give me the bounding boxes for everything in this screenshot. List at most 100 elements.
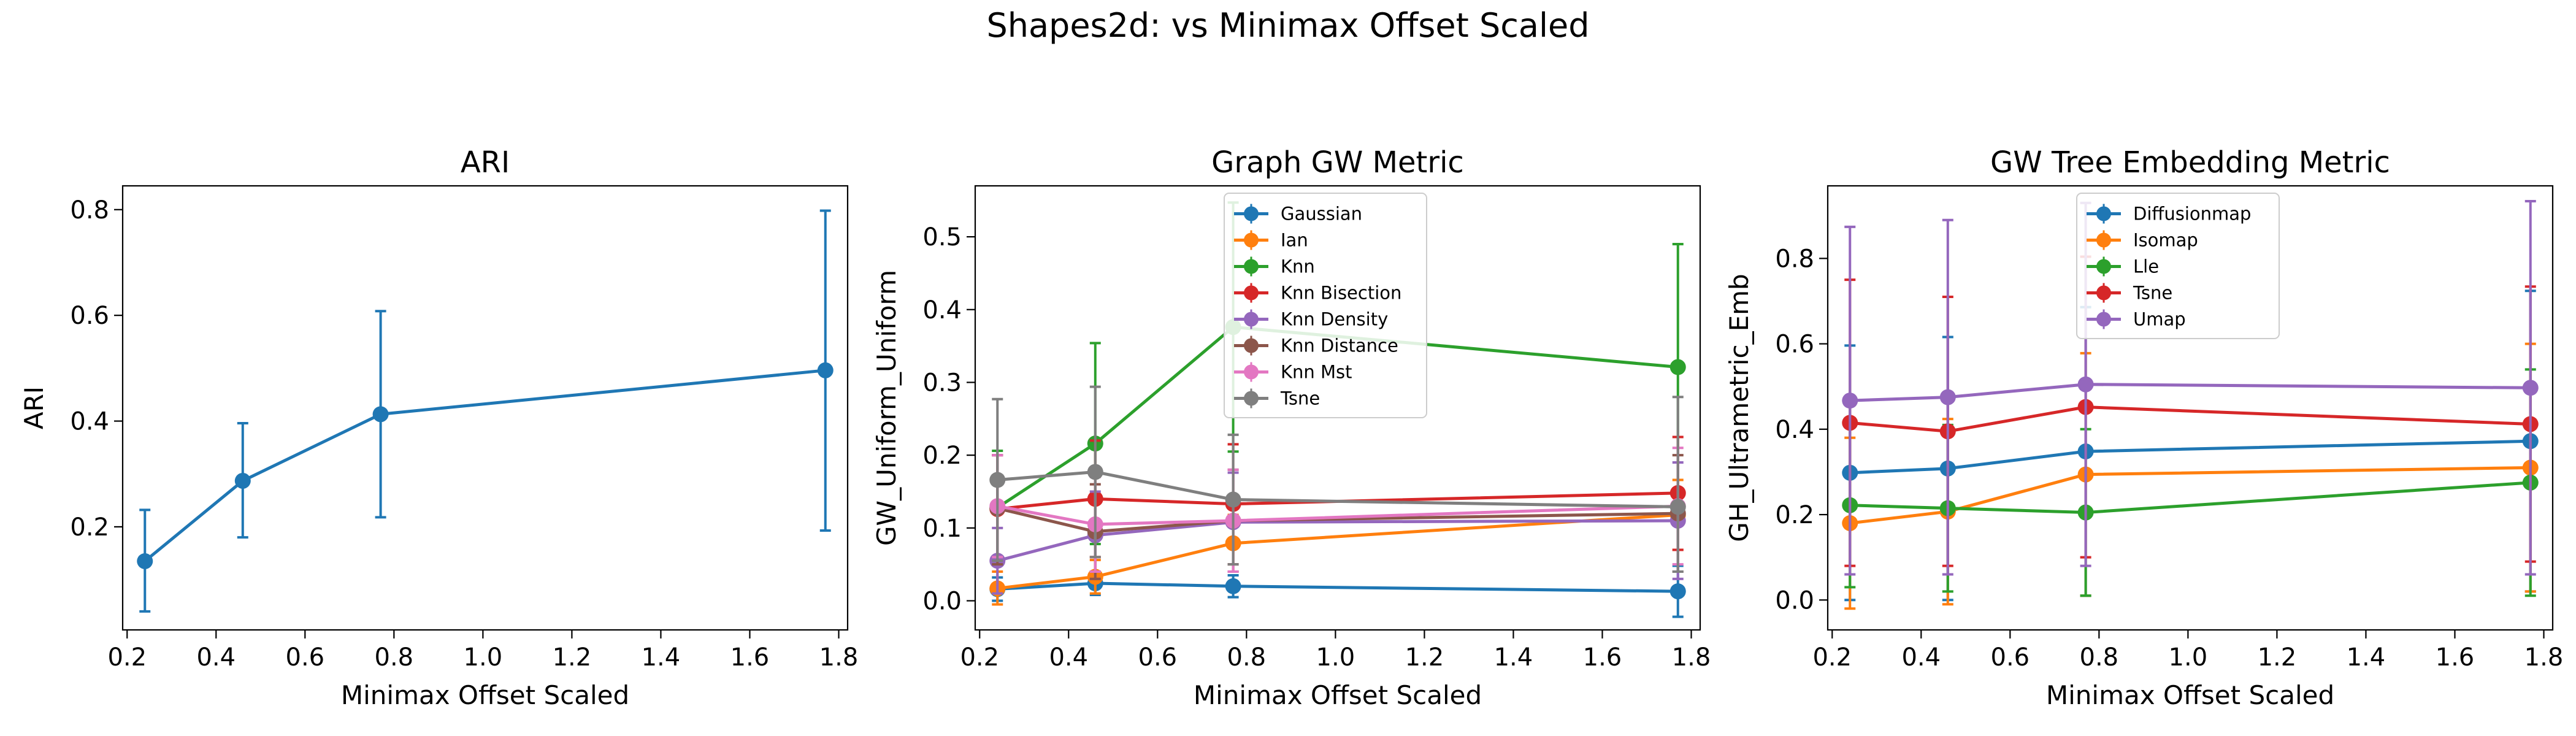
legend-marker (2096, 285, 2111, 301)
series-umap (1842, 200, 2539, 576)
legend-label: Tsne (2133, 283, 2172, 304)
series-tsne (989, 385, 1686, 573)
legend-item: Gaussian (1234, 204, 1362, 224)
legend-item: Knn Density (1234, 309, 1388, 330)
data-point (234, 472, 251, 489)
x-tick-label: 1.0 (2169, 643, 2208, 672)
legend-label: Ian (1281, 230, 1308, 251)
x-tick-label: 0.2 (107, 643, 147, 672)
series-line (1850, 383, 2531, 402)
y-tick-label: 0.4 (70, 408, 109, 436)
series-line (1850, 481, 2531, 515)
data-point (989, 472, 1006, 488)
subplot-title: ARI (461, 145, 510, 180)
legend-item: Lle (2087, 256, 2159, 277)
y-tick-label: 0.1 (922, 515, 962, 543)
legend-marker (2096, 312, 2111, 327)
legend-label: Gaussian (1281, 204, 1362, 224)
data-point (1842, 393, 1858, 409)
y-tick-label: 0.5 (922, 223, 962, 251)
legend-box (1224, 193, 1427, 418)
subplot-2: 0.2 0.4 0.6 0.8 1.0 1.2 1.4 1.6 1.8 0.0 0.1 0.2 0.3 0… (872, 145, 1711, 710)
data-point (1939, 389, 1956, 405)
legend-marker (1244, 232, 1259, 248)
legend-item: Knn (1234, 256, 1315, 277)
data-point (1669, 583, 1686, 600)
data-point (817, 362, 834, 378)
y-tick-label: 0.8 (70, 196, 109, 224)
data-point (2522, 380, 2539, 396)
subplot-panels: 0.2 0.4 0.6 0.8 1.0 1.2 1.4 1.6 1.8 0.2 0.4 0.6 0.8 A… (19, 145, 2563, 710)
legend-item: Tsne (2087, 283, 2172, 304)
y-tick-label: 0.2 (1775, 501, 1814, 529)
figure-title: Shapes2d: vs Minimax Offset Scaled (986, 6, 1589, 45)
x-tick-label: 0.4 (1049, 643, 1088, 672)
y-tick-label: 0.3 (922, 369, 962, 397)
x-tick-label: 1.0 (1316, 643, 1355, 672)
x-tick-label: 1.6 (730, 643, 770, 672)
legend-item: Diffusionmap (2087, 204, 2251, 224)
legend-marker (1244, 312, 1259, 327)
x-tick-label: 1.8 (1672, 643, 1711, 672)
subplot-1: 0.2 0.4 0.6 0.8 1.0 1.2 1.4 1.6 1.8 0.2 0.4 0.6 0.8 A… (19, 145, 858, 710)
x-tick-label: 0.2 (1812, 643, 1852, 672)
x-tick-label: 1.6 (1583, 643, 1622, 672)
legend-marker (1244, 391, 1259, 406)
legend-item: Knn Bisection (1234, 283, 1401, 304)
y-tick-label: 0.6 (70, 302, 109, 330)
series-line (144, 369, 826, 562)
plot-area (123, 186, 848, 630)
x-axis-label: Minimax Offset Scaled (1194, 680, 1482, 710)
x-axis-label: Minimax Offset Scaled (341, 680, 629, 710)
legend-marker (1244, 285, 1259, 301)
x-tick-label: 1.8 (2524, 643, 2564, 672)
legend-label: Knn Mst (1281, 362, 1352, 383)
legend-marker (1244, 338, 1259, 353)
legend-label: Lle (2133, 256, 2159, 277)
x-tick-label: 0.6 (1138, 643, 1178, 672)
legend-label: Knn Density (1281, 309, 1388, 330)
data-point (1669, 359, 1686, 375)
series-ari (137, 209, 834, 613)
y-tick-label: 0.2 (922, 442, 962, 470)
legend: Gaussian Ian Knn Knn Bisection Knn Density Kn… (1224, 193, 1427, 418)
legend-label: Isomap (2133, 230, 2198, 251)
legend-marker (2096, 259, 2111, 274)
y-tick-label: 0.0 (922, 588, 962, 616)
x-tick-label: 1.0 (464, 643, 503, 672)
legend-box (2076, 193, 2280, 339)
legend-marker (1244, 259, 1259, 274)
data-point (1669, 499, 1686, 515)
x-tick-label: 0.2 (960, 643, 999, 672)
series-line (997, 513, 1678, 590)
legend-label: Diffusionmap (2133, 204, 2251, 224)
series-line (997, 519, 1678, 562)
data-point (1087, 464, 1103, 480)
legend-item: Umap (2087, 309, 2186, 330)
legend-label: Knn Bisection (1281, 283, 1401, 304)
x-tick-label: 0.6 (1991, 643, 2030, 672)
y-tick-label: 0.6 (1775, 331, 1814, 359)
axes-frame (1827, 185, 2554, 631)
legend-item: Isomap (2087, 230, 2198, 251)
series-line (1850, 439, 2531, 475)
legend-label: Umap (2133, 309, 2186, 330)
y-tick-label: 0.2 (70, 513, 109, 542)
legend-marker (2096, 206, 2111, 221)
legend-item: Ian (1234, 230, 1308, 251)
data-point (1225, 578, 1241, 594)
data-point (137, 553, 153, 569)
subplot-title: Graph GW Metric (1211, 145, 1464, 180)
series-line (1849, 466, 2531, 525)
y-tick-label: 0.8 (1775, 245, 1814, 273)
legend: Diffusionmap Isomap Lle Tsne Umap (2076, 193, 2280, 339)
x-tick-label: 1.2 (2258, 643, 2297, 672)
y-tick-label: 0.4 (1775, 416, 1814, 444)
y-tick-label: 0.4 (922, 296, 962, 324)
x-tick-label: 0.4 (196, 643, 236, 672)
x-axis-label: Minimax Offset Scaled (2046, 680, 2334, 710)
x-tick-label: 0.8 (1227, 643, 1267, 672)
legend-marker (1244, 206, 1259, 221)
x-tick-label: 0.8 (2080, 643, 2119, 672)
